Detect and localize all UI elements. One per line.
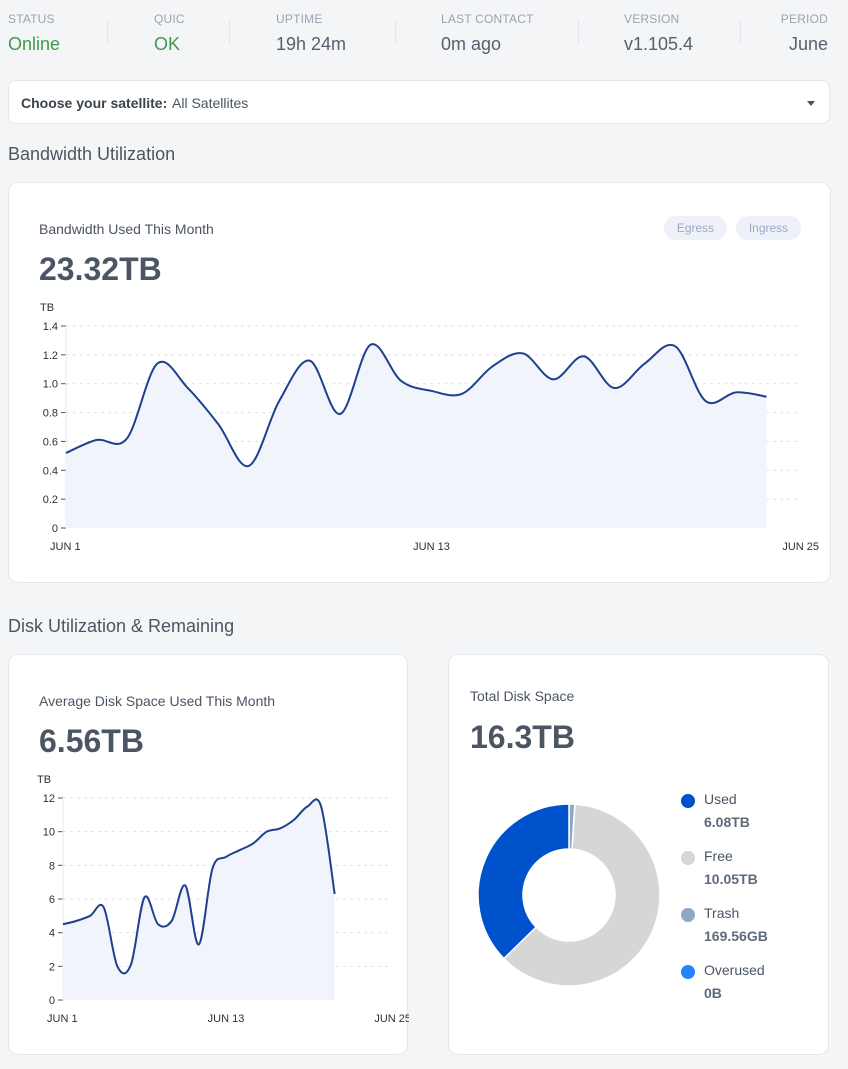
donut-slice-free [502,803,661,987]
x-tick-label: JUN 13 [208,1013,245,1025]
satellite-dropdown[interactable]: Choose your satellite: All Satellites [8,80,830,124]
legend-dot-used [681,794,695,808]
bandwidth-card: Bandwidth Used This Month 23.32TB Egress… [8,182,831,583]
total-disk-card: Total Disk Space 16.3TB Used 6.08TB Free… [448,654,829,1055]
donut-slice-used [477,803,570,960]
y-tick-label: 12 [43,793,55,805]
total-disk-value: 16.3TB [470,719,575,755]
series-area [66,344,767,528]
y-axis-unit: TB [37,774,51,786]
legend-value-trash: 169.56GB [704,928,768,944]
bandwidth-section-title: Bandwidth Utilization [8,144,176,164]
y-tick-label: 6 [49,894,55,906]
status-label: STATUS [8,12,55,26]
chevron-down-icon [807,101,815,106]
legend-dot-overused [681,965,695,979]
bandwidth-total: 23.32TB [39,251,162,287]
period-value: June [788,34,828,54]
legend-value-free: 10.05TB [704,871,758,887]
legend-dot-free [681,851,695,865]
uptime-label: UPTIME [276,12,323,26]
disk-average-card-title: Average Disk Space Used This Month [39,693,276,709]
divider [107,20,108,44]
legend-name-free: Free [704,848,733,864]
period-label: PERIOD [780,12,828,26]
y-tick-label: 0 [49,995,55,1007]
version-label: VERSION [624,12,680,26]
uptime-value: 19h 24m [276,34,347,54]
x-tick-label: JUN 1 [47,1013,78,1025]
legend-name-used: Used [704,791,737,807]
y-tick-label: 1.0 [43,379,58,391]
y-tick-label: 0.4 [43,465,58,477]
quic-label: QUIC [154,12,185,26]
y-tick-label: 0 [52,523,58,535]
status-value: Online [8,34,61,54]
y-tick-label: 1.4 [43,321,58,333]
x-tick-label: JUN 25 [374,1013,409,1025]
satellite-dropdown-value: All Satellites [172,95,249,111]
bandwidth-chart: TB 0 0.2 0.4 0.6 0.8 1.0 1.2 1.4 JUN 1 JUN 13 JUN 2… [40,302,819,553]
period-stat: PERIOD June [781,12,828,55]
quic-stat: QUIC OK [154,12,185,55]
total-disk-card-title: Total Disk Space [470,688,575,704]
disk-section-title: Disk Utilization & Remaining [8,616,235,636]
y-tick-label: 1.2 [43,350,58,362]
egress-toggle[interactable]: Egress [664,216,727,240]
disk-average-card: Average Disk Space Used This Month 6.56T… [8,654,409,1055]
x-tick-label: JUN 1 [50,541,81,553]
satellite-dropdown-label: Choose your satellite: [21,95,168,111]
y-tick-label: 4 [49,928,55,940]
disk-average-value: 6.56TB [39,723,144,759]
last-contact-value: 0m ago [441,34,502,54]
ingress-toggle[interactable]: Ingress [736,216,801,240]
y-tick-label: 8 [49,860,55,872]
series-line [65,343,767,467]
legend-name-trash: Trash [704,905,740,921]
last-contact-label: LAST CONTACT [441,12,534,26]
divider [395,20,396,44]
legend-value-used: 6.08TB [704,814,750,830]
last-contact-stat: LAST CONTACT 0m ago [441,12,534,55]
y-axis-unit: TB [40,302,54,314]
y-tick-label: 10 [43,827,55,839]
uptime-stat: UPTIME 19h 24m [276,12,346,55]
legend-name-overused: Overused [704,962,765,978]
divider [578,20,579,44]
legend-value-overused: 0B [704,985,722,1001]
quic-value: OK [154,34,181,54]
y-tick-label: 0.6 [43,436,58,448]
x-tick-label: JUN 13 [413,541,450,553]
disk-usage-chart: TB 0 2 4 6 8 10 12 JUN 1 JUN 13 JUN 25 [37,774,409,1025]
divider [740,20,741,44]
version-stat: VERSION v1.105.4 [624,12,693,55]
y-tick-label: 2 [49,961,55,973]
status-bar: STATUS Online QUIC OK UPTIME 19h 24m LAS… [0,0,848,70]
y-tick-label: 0.8 [43,408,58,420]
disk-donut-chart [477,803,661,987]
y-tick-label: 0.2 [43,494,58,506]
version-value: v1.105.4 [624,34,694,54]
status-stat: STATUS Online [8,12,60,55]
legend-dot-trash [681,908,695,922]
x-tick-label: JUN 25 [782,541,819,553]
series-area [63,799,335,1000]
bandwidth-card-title: Bandwidth Used This Month [39,221,214,237]
divider [229,20,230,44]
